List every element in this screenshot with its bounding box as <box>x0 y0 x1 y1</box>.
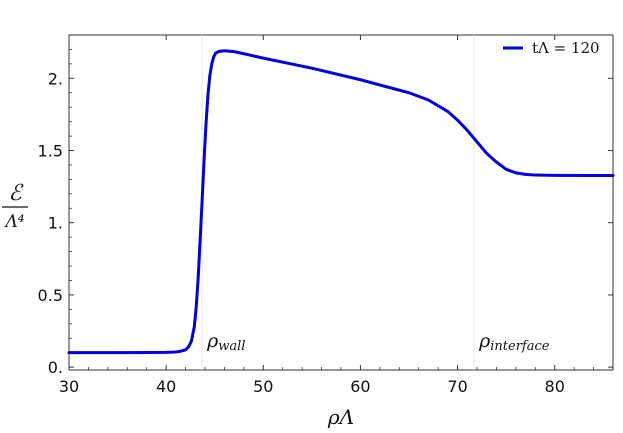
vline-label-0: ρwall <box>206 330 245 354</box>
plot-area: 30 40 50 60 70 80 0. 0.5 1. 1.5 2. ρwall ρinterface t… <box>38 34 615 396</box>
legend-label: tΛ = 120 <box>532 39 600 57</box>
y-axis-label: ℰ Λ⁴ <box>2 181 28 232</box>
series-line-0 <box>67 49 615 355</box>
x-axis-label: ρΛ <box>327 405 354 429</box>
y-tick-label-4: 2. <box>48 69 63 88</box>
x-tick-label-2: 50 <box>253 377 273 396</box>
y-axis-label-denominator: Λ⁴ <box>3 212 24 232</box>
x-tick-label-4: 70 <box>447 377 467 396</box>
y-tick-label-0: 0. <box>48 358 63 377</box>
x-tick-label-1: 40 <box>156 377 176 396</box>
y-tick-label-2: 1. <box>48 214 63 233</box>
plot-frame <box>68 34 614 371</box>
x-tick-label-0: 30 <box>59 377 79 396</box>
vline-label-1: ρinterface <box>478 330 550 354</box>
x-tick-label-3: 60 <box>350 377 370 396</box>
x-tick-label-5: 80 <box>545 377 565 396</box>
y-tick-label-1: 0.5 <box>38 286 63 305</box>
y-axis-label-numerator: ℰ <box>8 181 24 206</box>
y-tick-label-3: 1.5 <box>38 142 63 161</box>
